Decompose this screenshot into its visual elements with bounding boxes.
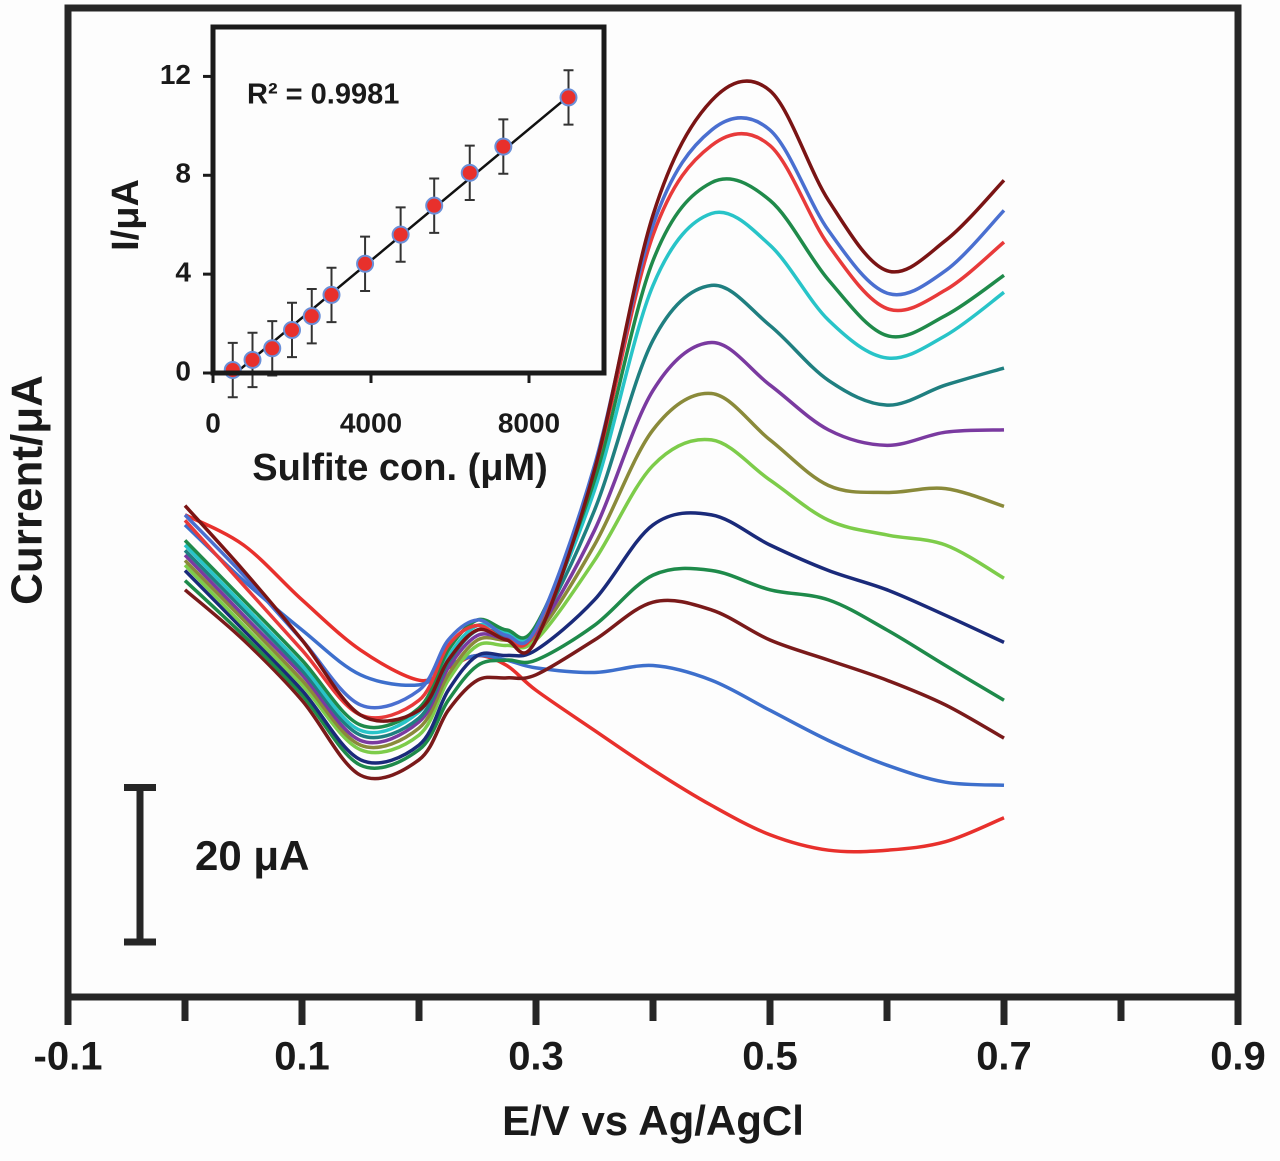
inset-x-tick-label: 8000 bbox=[498, 407, 560, 438]
inset-background bbox=[213, 27, 608, 373]
data-point bbox=[243, 350, 262, 369]
voltammogram-curve bbox=[183, 116, 1006, 710]
inset-x-axis-title: Sulfite con. (μM) bbox=[252, 447, 548, 489]
inset-y-tick-label: 8 bbox=[175, 158, 191, 189]
data-point bbox=[302, 307, 321, 326]
x-tick-label: 0.3 bbox=[508, 1035, 564, 1079]
inset-y-tick-label: 0 bbox=[175, 355, 191, 386]
y-axis-title: Current/μA bbox=[3, 375, 52, 605]
voltammogram-curve bbox=[183, 79, 1006, 723]
fit-annotation: R² = 0.9981 bbox=[247, 79, 399, 111]
x-tick-label: 0.1 bbox=[274, 1035, 330, 1079]
data-point bbox=[494, 137, 513, 156]
data-point bbox=[223, 361, 242, 380]
data-point bbox=[460, 163, 479, 182]
inset-y-tick-label: 4 bbox=[175, 257, 191, 288]
x-tick-label: -0.1 bbox=[34, 1035, 103, 1079]
data-point bbox=[425, 196, 444, 215]
scale-bar bbox=[124, 783, 156, 946]
voltammogram-curve bbox=[183, 523, 1005, 788]
data-point bbox=[559, 88, 578, 107]
voltammogram-curve bbox=[183, 566, 1005, 770]
data-point bbox=[391, 225, 410, 244]
inset-x-tick-label: 0 bbox=[205, 407, 221, 438]
voltammogram-curve bbox=[184, 513, 1005, 854]
inset-x-tick-label: 4000 bbox=[340, 407, 402, 438]
inset-frame bbox=[210, 24, 607, 376]
inset-y-tick-label: 12 bbox=[160, 59, 191, 90]
x-tick-label: 0.9 bbox=[1210, 1035, 1266, 1079]
voltammogram-curve bbox=[183, 588, 1005, 781]
x-axis-title: E/V vs Ag/AgCl bbox=[502, 1097, 804, 1144]
data-point bbox=[263, 339, 282, 358]
x-tick-label: 0.7 bbox=[976, 1035, 1032, 1079]
x-tick-label: 0.5 bbox=[742, 1035, 798, 1079]
data-point bbox=[322, 285, 341, 304]
voltammogram-curve bbox=[183, 511, 1005, 765]
scale-bar-label: 20 μA bbox=[195, 832, 309, 879]
data-point bbox=[283, 320, 301, 339]
inset-y-axis-title: I/μA bbox=[105, 179, 147, 251]
data-point bbox=[356, 254, 375, 273]
